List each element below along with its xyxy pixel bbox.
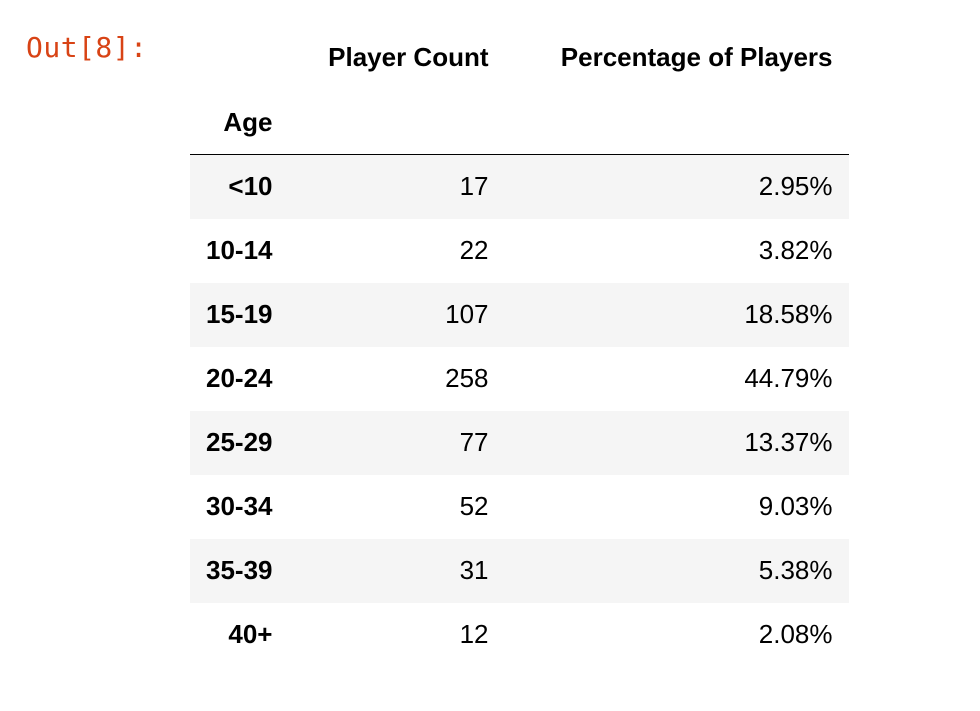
- percentage-cell: 3.82%: [758, 235, 833, 265]
- corner-header: [190, 24, 289, 90]
- dataframe-table: Player Count Percentage of Players Age <…: [190, 24, 849, 667]
- row-index: 15-19: [206, 299, 273, 329]
- table-body: <10 17 2.95% 10-14 22 3.82% 15-19 107 18…: [190, 154, 849, 667]
- row-index: 10-14: [206, 235, 273, 265]
- row-index: 20-24: [206, 363, 273, 393]
- dataframe-output: Player Count Percentage of Players Age <…: [190, 24, 849, 667]
- table-row: 35-39 31 5.38%: [190, 538, 849, 603]
- table-row: 10-14 22 3.82%: [190, 219, 849, 283]
- column-header-row: Player Count Percentage of Players: [190, 24, 849, 90]
- player-count-cell: 77: [459, 427, 489, 457]
- index-name-header: Age: [223, 106, 273, 137]
- player-count-cell: 22: [459, 235, 489, 265]
- player-count-cell: 12: [459, 619, 489, 649]
- empty-header-cell: [505, 90, 849, 155]
- player-count-cell: 258: [445, 363, 489, 393]
- player-count-cell: 52: [459, 491, 489, 521]
- player-count-cell: 107: [445, 299, 489, 329]
- table-row: 15-19 107 18.58%: [190, 282, 849, 347]
- percentage-cell: 44.79%: [744, 363, 833, 393]
- row-index: <10: [228, 171, 273, 202]
- row-index: 25-29: [206, 427, 273, 457]
- percentage-cell: 2.95%: [758, 171, 833, 202]
- percentage-cell: 5.38%: [758, 555, 833, 585]
- empty-header-cell: [289, 90, 505, 155]
- player-count-cell: 17: [459, 171, 489, 202]
- table-row: 25-29 77 13.37%: [190, 410, 849, 475]
- player-count-cell: 31: [459, 555, 489, 585]
- table-row: 30-34 52 9.03%: [190, 475, 849, 539]
- percentage-cell: 2.08%: [758, 619, 833, 649]
- column-header-percentage: Percentage of Players: [560, 41, 833, 72]
- table-header: Player Count Percentage of Players Age: [190, 24, 849, 155]
- row-index: 35-39: [206, 555, 273, 585]
- row-index: 30-34: [206, 491, 273, 521]
- row-index: 40+: [228, 619, 273, 649]
- percentage-cell: 13.37%: [744, 427, 833, 457]
- percentage-cell: 18.58%: [744, 299, 833, 329]
- table-row: <10 17 2.95%: [190, 154, 849, 219]
- column-header-player-count: Player Count: [328, 41, 489, 72]
- index-header-row: Age: [190, 90, 849, 155]
- table-row: 40+ 12 2.08%: [190, 603, 849, 667]
- output-prompt: Out[8]:: [26, 31, 148, 64]
- percentage-cell: 9.03%: [758, 491, 833, 521]
- table-row: 20-24 258 44.79%: [190, 347, 849, 411]
